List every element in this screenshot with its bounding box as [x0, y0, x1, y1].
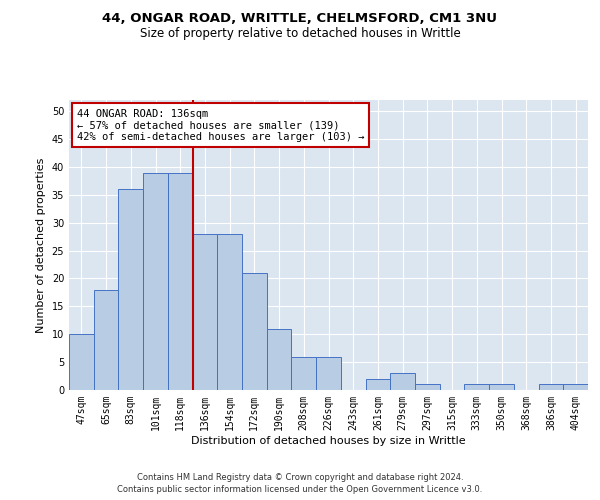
- Text: Contains public sector information licensed under the Open Government Licence v3: Contains public sector information licen…: [118, 485, 482, 494]
- Bar: [94, 290, 118, 390]
- Y-axis label: Number of detached properties: Number of detached properties: [36, 158, 46, 332]
- Bar: [168, 172, 193, 390]
- Bar: [292, 356, 316, 390]
- Bar: [118, 189, 143, 390]
- Bar: [415, 384, 440, 390]
- Text: 44 ONGAR ROAD: 136sqm
← 57% of detached houses are smaller (139)
42% of semi-det: 44 ONGAR ROAD: 136sqm ← 57% of detached …: [77, 108, 364, 142]
- Bar: [390, 374, 415, 390]
- Bar: [365, 379, 390, 390]
- Text: Contains HM Land Registry data © Crown copyright and database right 2024.: Contains HM Land Registry data © Crown c…: [137, 472, 463, 482]
- Text: 44, ONGAR ROAD, WRITTLE, CHELMSFORD, CM1 3NU: 44, ONGAR ROAD, WRITTLE, CHELMSFORD, CM1…: [103, 12, 497, 26]
- Bar: [563, 384, 588, 390]
- Bar: [267, 328, 292, 390]
- Bar: [489, 384, 514, 390]
- Bar: [316, 356, 341, 390]
- Bar: [217, 234, 242, 390]
- Bar: [464, 384, 489, 390]
- Bar: [69, 334, 94, 390]
- Bar: [193, 234, 217, 390]
- Text: Size of property relative to detached houses in Writtle: Size of property relative to detached ho…: [140, 28, 460, 40]
- Bar: [539, 384, 563, 390]
- Bar: [143, 172, 168, 390]
- X-axis label: Distribution of detached houses by size in Writtle: Distribution of detached houses by size …: [191, 436, 466, 446]
- Bar: [242, 273, 267, 390]
